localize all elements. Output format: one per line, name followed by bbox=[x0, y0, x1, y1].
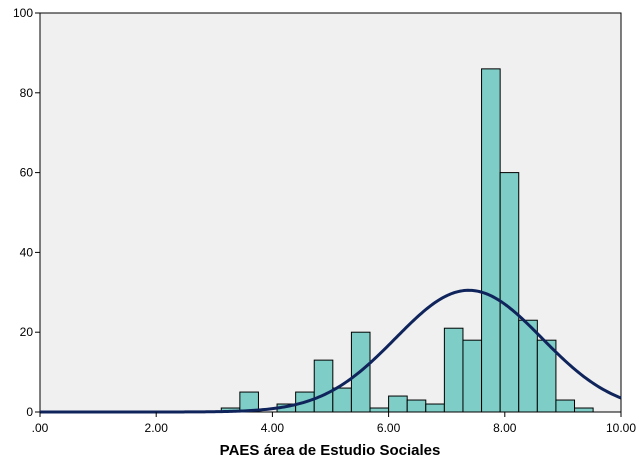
histogram-bar bbox=[313, 359, 334, 413]
histogram-bar bbox=[499, 172, 520, 413]
histogram-bar bbox=[332, 387, 352, 413]
y-tick-label: 0 bbox=[26, 405, 33, 419]
y-tick-label: 100 bbox=[13, 6, 33, 20]
histogram-bar bbox=[369, 407, 390, 413]
histogram-bar bbox=[425, 403, 445, 413]
histogram-bar bbox=[536, 339, 557, 413]
histogram-bar bbox=[555, 399, 576, 413]
normal-curve bbox=[40, 288, 622, 414]
histogram-bar bbox=[518, 319, 538, 413]
y-axis: 0 20 40 60 80 100 bbox=[13, 6, 40, 419]
x-tick-label: .00 bbox=[32, 421, 49, 435]
y-tick-label: 20 bbox=[20, 325, 34, 339]
x-tick-label: 4.00 bbox=[261, 421, 285, 435]
x-tick-label: 8.00 bbox=[493, 421, 517, 435]
y-tick-label: 60 bbox=[20, 166, 34, 180]
y-tick-label: 40 bbox=[20, 245, 34, 259]
histogram-bar bbox=[462, 339, 483, 413]
x-tick-label: 2.00 bbox=[145, 421, 169, 435]
histogram-bar bbox=[574, 407, 594, 413]
x-tick-label: 10.00 bbox=[606, 421, 636, 435]
x-axis-title: PAES área de Estudio Sociales bbox=[220, 442, 441, 459]
histogram-bar bbox=[388, 395, 408, 413]
x-tick-label: 6.00 bbox=[377, 421, 401, 435]
histogram-bar bbox=[481, 68, 501, 413]
histogram-bar bbox=[406, 399, 427, 413]
y-tick-label: 80 bbox=[20, 86, 34, 100]
histogram-bar bbox=[443, 327, 464, 413]
histogram-bars bbox=[220, 68, 594, 413]
x-axis: .00 2.00 4.00 6.00 8.00 10.00 bbox=[32, 412, 636, 435]
